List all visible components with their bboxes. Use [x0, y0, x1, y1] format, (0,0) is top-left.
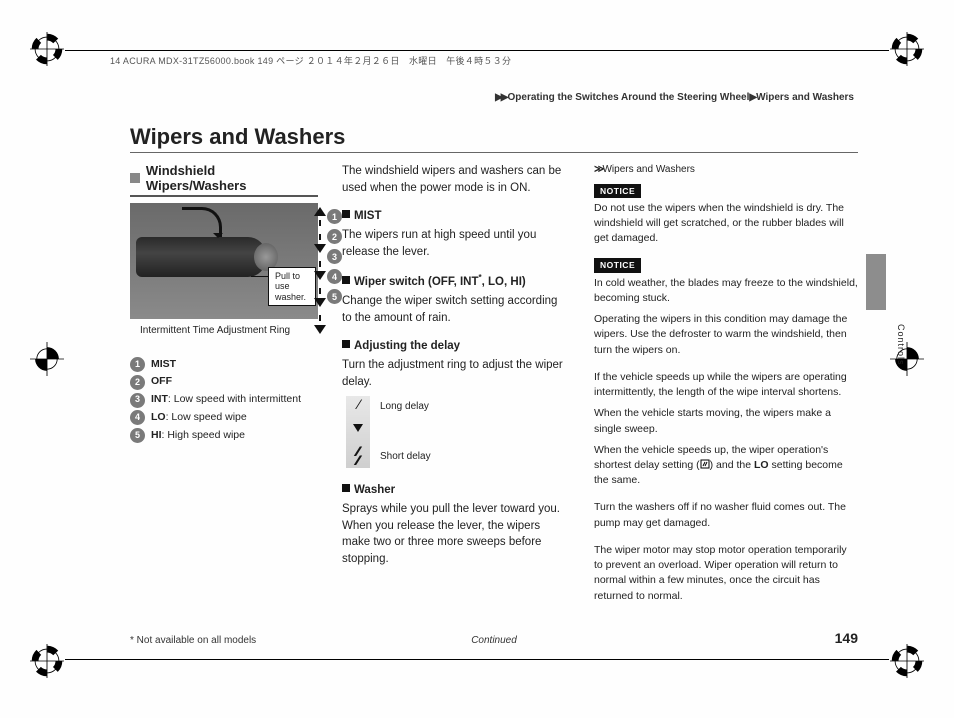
crop-mark-icon	[30, 32, 64, 66]
lever-illustration	[136, 237, 266, 277]
crop-mark-icon	[890, 32, 924, 66]
info-p3: When the vehicle speeds up, the wiper op…	[594, 443, 858, 489]
crop-mark-icon	[890, 644, 924, 678]
info-p1: If the vehicle speeds up while the wiper…	[594, 370, 858, 400]
switch-text: Change the wiper switch setting accordin…	[342, 293, 570, 326]
down-arrow-icon	[353, 424, 363, 432]
info-p5: The wiper motor may stop motor operation…	[594, 543, 858, 604]
mist-heading: MIST	[342, 208, 570, 225]
arrow-icon: ▶	[749, 92, 755, 103]
footnote: * Not available on all models	[130, 635, 256, 646]
num-badge: 1	[327, 209, 342, 224]
washer-text: Sprays while you pull the lever toward y…	[342, 501, 570, 568]
num-badge: 2	[327, 229, 342, 244]
breadcrumb: ▶▶Operating the Switches Around the Stee…	[495, 92, 854, 103]
page-title: Wipers and Washers	[130, 124, 858, 153]
crop-mark-icon	[30, 644, 64, 678]
intro-text: The windshield wipers and washers can be…	[342, 163, 570, 196]
delay-symbol-icon	[700, 459, 710, 469]
section-heading: Windshield Wipers/Washers	[130, 163, 318, 197]
legend: 1MIST 2OFF 3INT: Low speed with intermit…	[130, 356, 318, 445]
source-meta: 14 ACURA MDX-31TZ56000.book 149 ページ ２０１４…	[110, 54, 511, 67]
page-footer: * Not available on all models Continued …	[130, 630, 858, 646]
crop-mark-icon	[30, 342, 64, 376]
wiper-lever-figure: Pull to use washer. 1 2 3 4	[130, 203, 318, 319]
delay-figure: ⁄ ⁄⁄⁄⁄⁄⁄ Long delay Short delay	[346, 396, 570, 468]
mist-text: The wipers run at high speed until you r…	[342, 227, 570, 260]
section-tab-label: Controls	[896, 324, 906, 366]
num-badge: 5	[327, 289, 342, 304]
continued-label: Continued	[471, 635, 517, 646]
rotate-arrow-icon	[182, 207, 222, 237]
num-badge: 3	[327, 249, 342, 264]
page-number: 149	[835, 630, 858, 646]
info-p2: When the vehicle starts moving, the wipe…	[594, 406, 858, 436]
notice-2b-text: Operating the wipers in this condition m…	[594, 312, 858, 358]
num-badge: 4	[327, 269, 342, 284]
notice-badge: NOTICE	[594, 184, 641, 198]
washer-callout: Pull to use washer.	[268, 267, 316, 306]
adjust-text: Turn the adjustment ring to adjust the w…	[342, 357, 570, 390]
arrow-icon: ▶▶	[495, 92, 506, 103]
adjust-heading: Adjusting the delay	[342, 338, 570, 355]
sidebar-title: ≫Wipers and Washers	[594, 163, 858, 178]
section-tab	[866, 254, 886, 310]
notice-badge: NOTICE	[594, 258, 641, 272]
info-p4: Turn the washers off if no washer fluid …	[594, 500, 858, 530]
square-bullet-icon	[130, 173, 140, 183]
notice-2a-text: In cold weather, the blades may freeze t…	[594, 276, 858, 306]
washer-heading: Washer	[342, 482, 570, 499]
position-arrows	[314, 207, 326, 334]
figure-caption: Intermittent Time Adjustment Ring	[140, 325, 318, 338]
switch-heading: Wiper switch (OFF, INT, LO, HI)	[342, 272, 570, 291]
notice-1-text: Do not use the wipers when the windshiel…	[594, 201, 858, 247]
figure-number-labels: 1 2 3 4 5	[327, 209, 342, 304]
